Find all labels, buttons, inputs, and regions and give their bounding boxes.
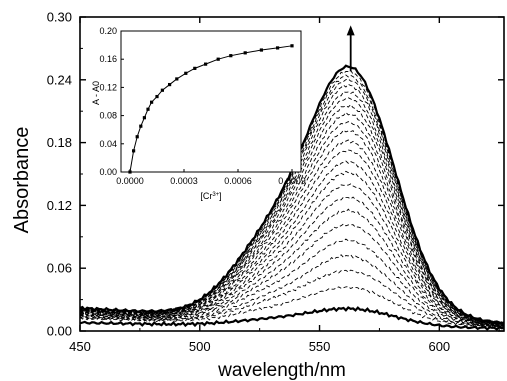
main-y-tick-label: 0.18 — [47, 135, 72, 150]
inset-data-point — [216, 57, 220, 61]
spectrum-series-18 — [79, 97, 505, 325]
inset-data-point — [204, 62, 208, 66]
spectrum-series-12 — [79, 149, 505, 326]
inset-series-group — [128, 44, 294, 174]
inset-data-point — [146, 107, 150, 111]
inset-data-point — [259, 48, 263, 52]
main-y-axis-label: Absorbance — [11, 127, 33, 234]
spectrum-series-9 — [79, 183, 505, 327]
spectrum-series-15 — [79, 121, 505, 326]
spectrum-series-7 — [79, 208, 505, 328]
inset-background — [121, 31, 301, 172]
spectrum-series-4 — [79, 254, 505, 329]
main-x-tick-label: 600 — [428, 339, 450, 354]
inset-data-point — [243, 51, 247, 55]
spectrum-series-11 — [79, 160, 505, 327]
inset-data-point — [276, 46, 280, 50]
spectrum-series-1 — [79, 306, 505, 331]
increase-arrow — [346, 25, 355, 72]
inset-y-tick-label: 0.12 — [99, 82, 117, 92]
inset-plot: 0.00 0.04 0.08 0.12 0.16 0.20 0.0000 0.0003 0.00… — [91, 26, 306, 201]
main-y-tick-label: 0.12 — [47, 198, 72, 213]
inset-data-point — [150, 100, 154, 104]
inset-data-point — [160, 88, 164, 92]
main-y-tick-label: 0.24 — [47, 72, 72, 87]
inset-data-point — [142, 116, 146, 120]
main-ticks-group: 0.00 0.06 0.12 0.18 0.24 0.30 450 500 550 600 — [47, 10, 504, 354]
main-x-tick-label: 450 — [69, 339, 91, 354]
inset-x-tick-label: 0.0009 — [278, 176, 306, 186]
inset-data-point — [132, 149, 136, 153]
inset-plot-frame — [120, 30, 302, 173]
spectrum-series-8 — [79, 196, 505, 326]
inset-data-point — [139, 124, 143, 128]
spectrum-series-6 — [79, 223, 505, 328]
main-x-tick-label: 550 — [309, 339, 331, 354]
spectrum-series-14 — [79, 129, 505, 325]
inset-y-tick-label: 0.08 — [99, 111, 117, 121]
inset-data-point — [229, 54, 233, 58]
inset-data-point — [193, 66, 197, 70]
main-series-group — [79, 64, 505, 331]
spectrum-series-13 — [79, 139, 505, 327]
inset-y-axis-label: A - A0 — [91, 81, 101, 105]
inset-y-tick-label: 0.04 — [99, 139, 117, 149]
inset-data-point — [168, 82, 172, 87]
main-plot: 0.00 0.06 0.12 0.18 0.24 0.30 450 500 550 600 Abs… — [11, 10, 505, 381]
main-x-axis-label: wavelength/nm — [217, 360, 346, 381]
inset-x-tick-label: 0.0000 — [116, 176, 144, 186]
inset-x-tick-label: 0.0006 — [224, 176, 252, 186]
inset-data-point — [175, 77, 179, 81]
inset-x-axis-label: [Cr3+] — [200, 191, 221, 201]
inset-data-point — [184, 71, 188, 75]
main-y-tick-label: 0.30 — [47, 10, 72, 25]
inset-data-point — [290, 44, 294, 48]
main-y-tick-label: 0.06 — [47, 261, 72, 276]
inset-y-tick-label: 0.00 — [99, 167, 117, 177]
inset-y-tick-label: 0.20 — [99, 26, 117, 36]
inset-data-point — [155, 94, 159, 99]
inset-y-tick-label: 0.16 — [99, 54, 117, 64]
spectrum-series-10 — [79, 170, 505, 327]
inset-data-point — [135, 135, 139, 139]
inset-x-tick-label: 0.0003 — [170, 176, 198, 186]
main-x-tick-label: 500 — [189, 339, 211, 354]
spectrum-series-16 — [79, 111, 505, 326]
inset-ticks-group: 0.00 0.04 0.08 0.12 0.16 0.20 0.0000 0.0003 0.00… — [99, 26, 305, 186]
main-y-tick-label: 0.00 — [47, 324, 72, 339]
